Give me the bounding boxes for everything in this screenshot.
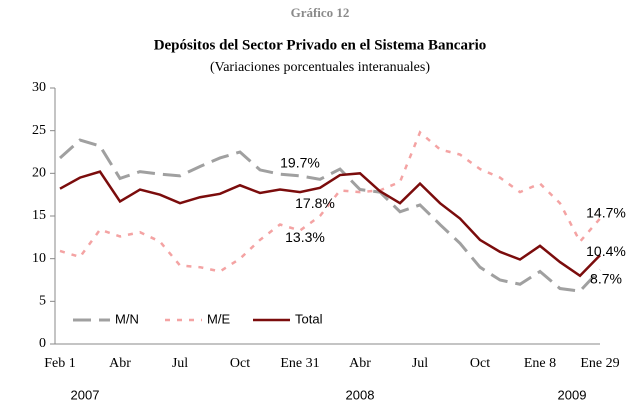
y-tick-label: 0	[39, 336, 46, 351]
value-label: 13.3%	[285, 229, 325, 245]
y-tick-label: 15	[32, 208, 46, 223]
x-tick-label: Abr	[349, 356, 371, 371]
year-label: 2009	[558, 387, 587, 402]
y-tick-label: 5	[39, 294, 46, 309]
series-line	[59, 170, 601, 278]
legend-label: Total	[295, 311, 323, 326]
chart-title: Depósitos del Sector Privado en el Siste…	[154, 37, 487, 53]
year-label: 2007	[71, 387, 100, 402]
series-line	[58, 138, 602, 293]
y-tick-label: 10	[32, 251, 46, 266]
y-tick-label: 20	[32, 166, 46, 181]
year-label: 2008	[346, 387, 375, 402]
series-line	[59, 130, 601, 273]
value-label: 17.8%	[295, 195, 335, 211]
x-tick-label: Feb 1	[44, 356, 76, 371]
x-tick-label: Abr	[109, 356, 131, 371]
value-label: 19.7%	[280, 155, 320, 171]
value-label: 10.4%	[586, 243, 626, 259]
legend-label: M/E	[207, 311, 230, 326]
x-tick-label: Jul	[172, 356, 188, 371]
x-tick-label: Ene 31	[280, 356, 319, 371]
x-tick-label: Jul	[412, 356, 428, 371]
x-tick-label: Oct	[230, 356, 250, 371]
value-label: 14.7%	[586, 204, 626, 220]
value-label: 8.7%	[590, 270, 622, 286]
x-tick-label: Ene 29	[580, 356, 619, 371]
chart-kicker: Gráfico 12	[291, 5, 350, 20]
legend-label: M/N	[115, 311, 139, 326]
chart-subtitle: (Variaciones porcentuales interanuales)	[210, 60, 430, 75]
x-tick-label: Oct	[470, 356, 490, 371]
y-tick-label: 30	[32, 80, 46, 95]
x-tick-label: Ene 8	[524, 356, 556, 371]
y-tick-label: 25	[32, 123, 46, 138]
